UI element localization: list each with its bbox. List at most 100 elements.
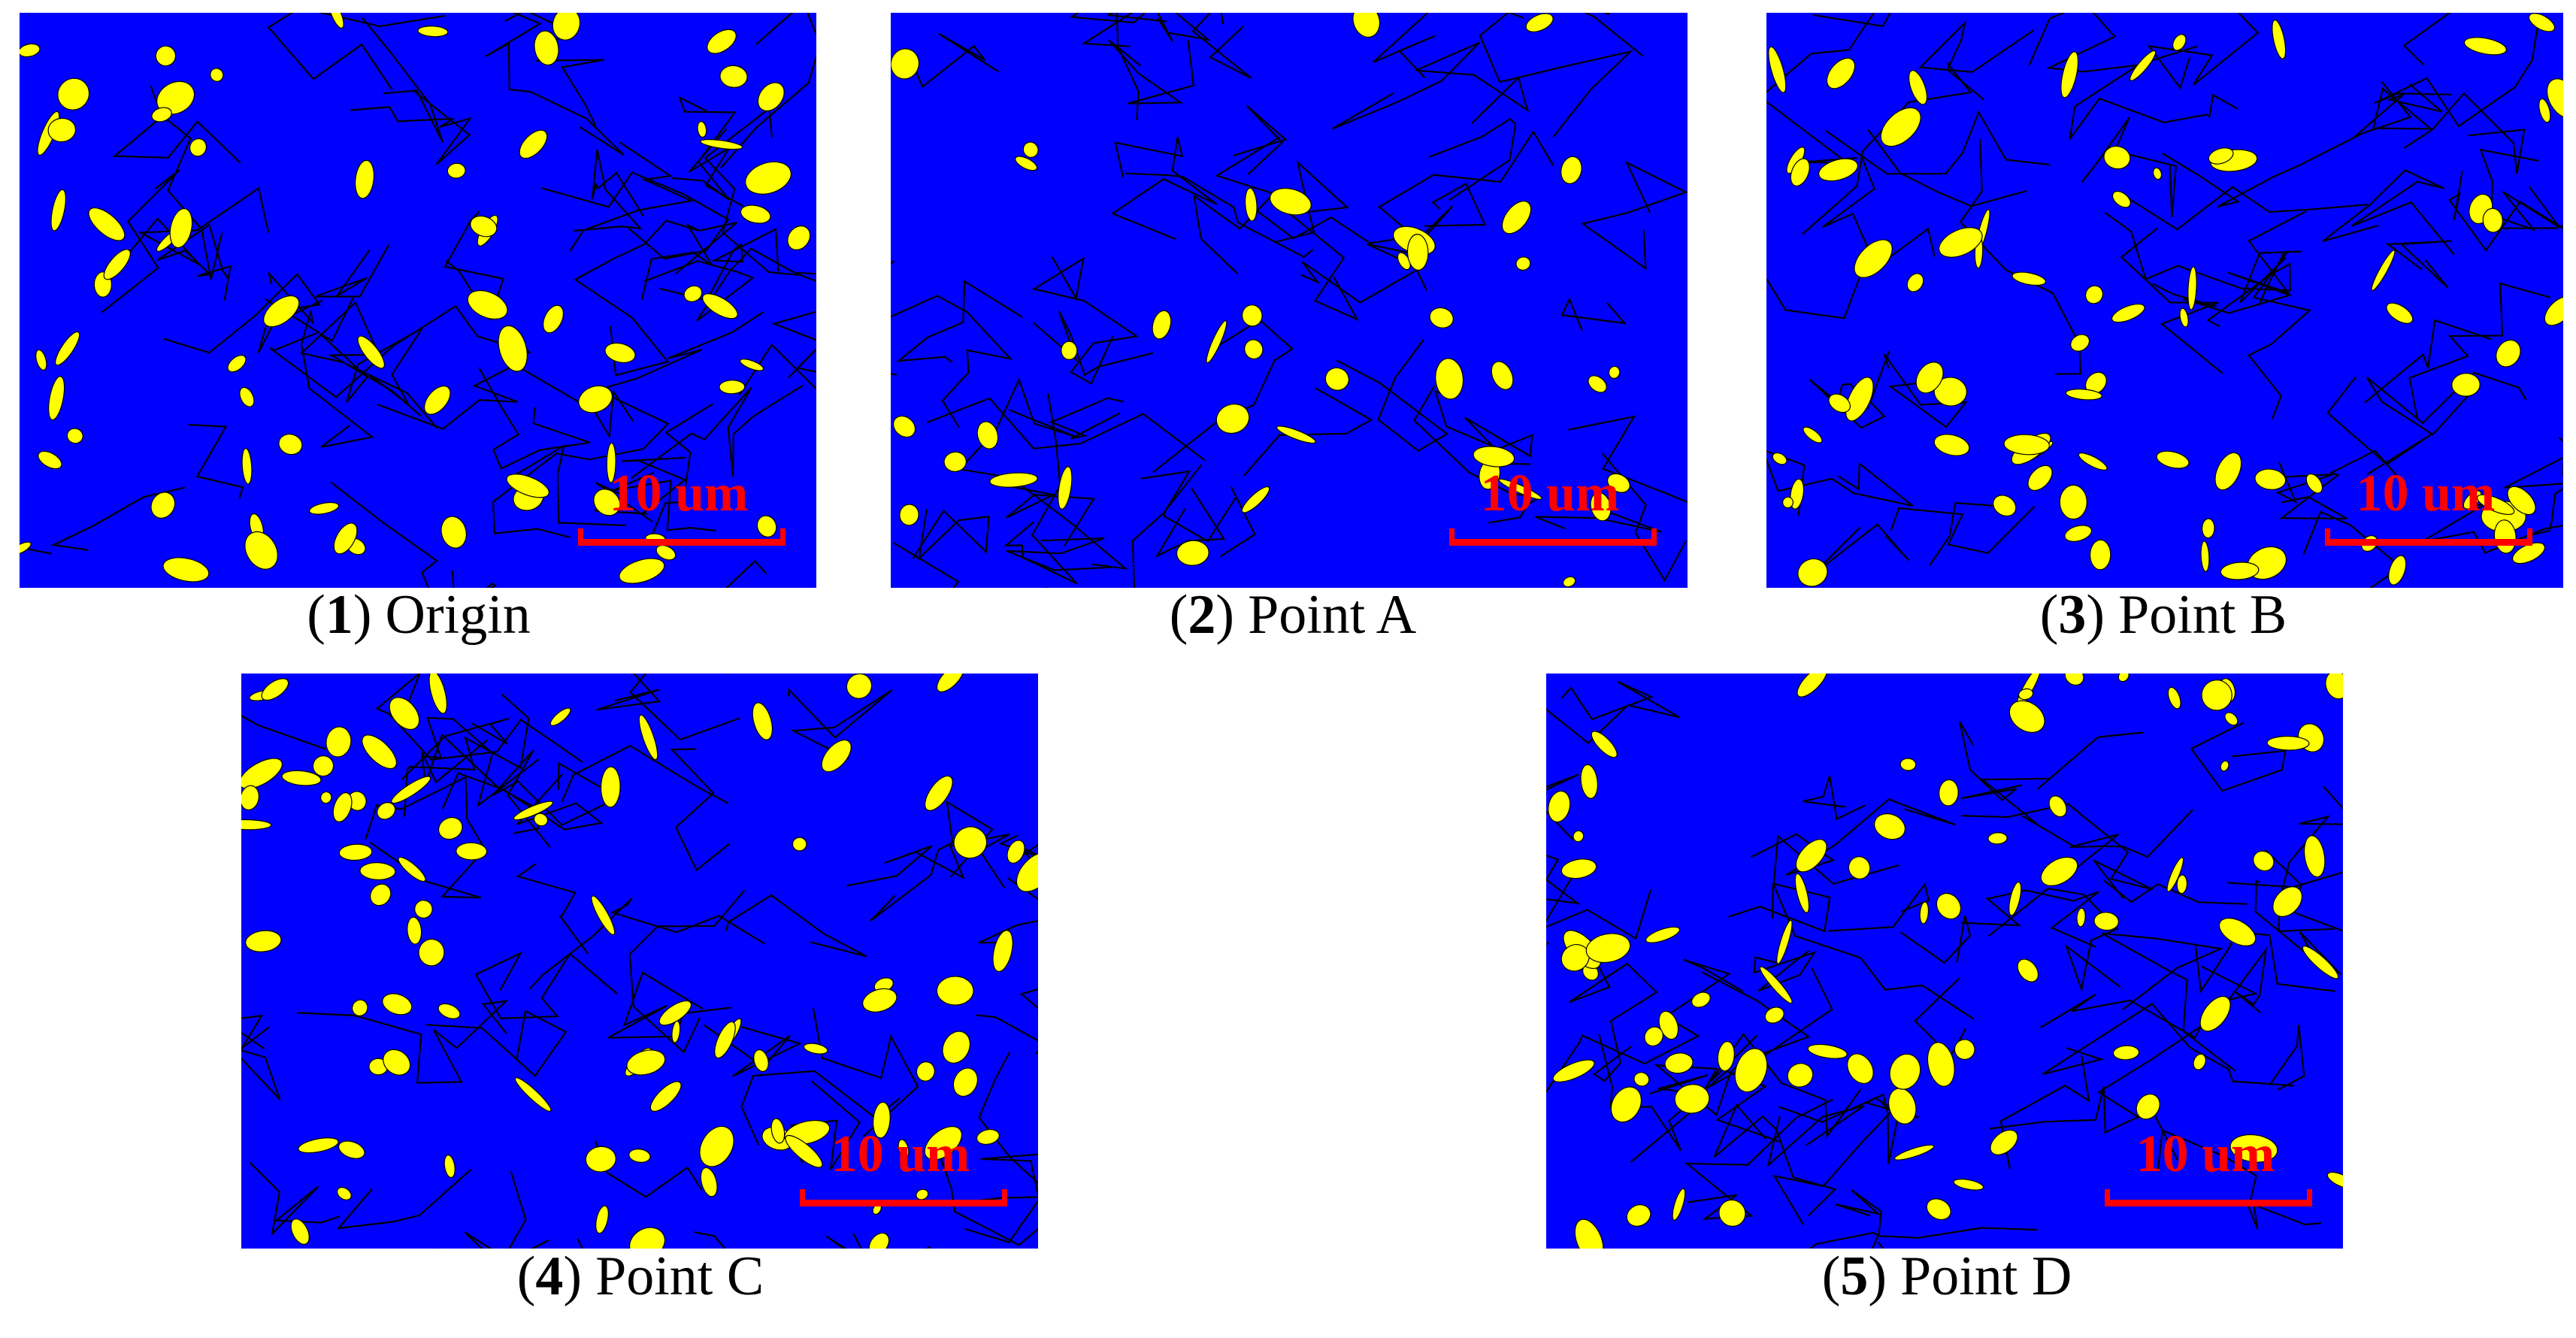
second-phase-particle — [48, 376, 65, 421]
second-phase-particle — [1854, 239, 1893, 278]
second-phase-particle — [1580, 764, 1598, 799]
second-phase-particle — [699, 1125, 734, 1167]
second-phase-particle — [2076, 907, 2086, 928]
matrix-phase — [1546, 674, 2343, 1249]
second-phase-particle — [1880, 107, 1921, 147]
second-phase-particle — [591, 895, 616, 936]
grain-boundary — [1116, 13, 1140, 121]
second-phase-particle — [2179, 307, 2189, 328]
second-phase-particle — [244, 531, 278, 570]
second-phase-particle — [359, 862, 396, 880]
second-phase-particle — [2193, 1053, 2206, 1070]
second-phase-particle — [1889, 1053, 1921, 1090]
grain-boundary — [1766, 13, 1875, 165]
second-phase-particle — [898, 1139, 910, 1159]
panel-caption: (1) Origin — [307, 584, 531, 646]
grain-boundary — [1771, 882, 1975, 1020]
grain-boundary — [2042, 1002, 2294, 1087]
second-phase-particle — [1633, 1072, 1650, 1087]
second-phase-particle — [1797, 674, 1828, 698]
second-phase-particle — [1498, 478, 1542, 500]
second-phase-particle — [352, 999, 368, 1017]
grain-boundary — [2157, 1129, 2322, 1230]
grain-boundary — [510, 443, 626, 527]
second-phase-particle — [899, 504, 919, 526]
grain-boundary — [299, 301, 438, 429]
second-phase-particle — [389, 697, 420, 730]
second-phase-particle — [925, 775, 953, 811]
caption-label: Point B — [2118, 584, 2287, 646]
second-phase-particle — [1674, 1084, 1710, 1114]
grain-boundary — [1835, 1189, 1884, 1249]
second-phase-particle — [437, 1003, 461, 1019]
second-phase-particle — [1938, 779, 1959, 807]
second-phase-particle — [2117, 674, 2130, 683]
caption-number: 3 — [2058, 584, 2086, 646]
second-phase-particle — [1847, 1053, 1874, 1084]
second-phase-particle — [542, 304, 565, 334]
second-phase-particle — [872, 1101, 891, 1139]
caption-label: Point C — [595, 1246, 764, 1307]
grain-boundary — [1810, 523, 1910, 577]
grain-boundary — [2239, 250, 2302, 306]
grain-boundary — [492, 395, 670, 538]
second-phase-particle — [437, 816, 463, 840]
second-phase-particle — [1176, 540, 1209, 566]
second-phase-particle — [803, 1043, 828, 1055]
grain-boundary — [659, 228, 779, 301]
second-phase-particle — [414, 900, 433, 919]
second-phase-particle — [619, 558, 665, 584]
second-phase-particle — [976, 1128, 1000, 1146]
micrograph-panel: 10 um — [20, 13, 816, 588]
second-phase-particle — [241, 758, 283, 789]
grain-boundary — [2060, 809, 2193, 881]
grain-boundary — [425, 1010, 568, 1077]
second-phase-particle — [513, 801, 553, 821]
second-phase-particle — [2130, 50, 2157, 81]
second-phase-particle — [2201, 518, 2215, 539]
second-phase-particle — [745, 161, 792, 195]
second-phase-particle — [604, 342, 636, 364]
second-phase-particle — [1933, 434, 1970, 456]
micrograph-panel: 10 um — [891, 13, 1688, 588]
second-phase-particle — [552, 13, 581, 41]
micrograph-panel: 10 um — [1766, 13, 2563, 588]
second-phase-particle — [1926, 1198, 1951, 1221]
second-phase-particle — [1797, 558, 1828, 587]
grain-boundary — [1003, 393, 1078, 585]
grain-boundary — [1684, 1098, 1833, 1220]
second-phase-particle — [1491, 361, 1514, 390]
scale-bar-label: 10 um — [1481, 465, 1620, 522]
second-phase-particle — [1794, 873, 1810, 913]
second-phase-particle — [2176, 874, 2188, 895]
second-phase-particle — [2111, 190, 2131, 208]
second-phase-particle — [1795, 839, 1827, 873]
grain-boundary — [516, 863, 589, 955]
second-phase-particle — [1562, 576, 1576, 588]
second-phase-particle — [1908, 70, 1928, 105]
grain-boundary — [484, 13, 625, 156]
second-phase-particle — [1717, 1040, 1735, 1072]
second-phase-particle — [88, 207, 126, 241]
grain-boundary — [846, 833, 1010, 889]
second-phase-particle — [1772, 452, 1787, 465]
second-phase-particle — [1893, 1144, 1935, 1161]
second-phase-particle — [325, 726, 352, 758]
second-phase-particle — [1608, 365, 1621, 379]
grain-boundary — [870, 800, 994, 922]
second-phase-particle — [407, 916, 422, 945]
grain-boundary — [1883, 353, 1968, 428]
second-phase-particle — [595, 1205, 609, 1234]
second-phase-particle — [942, 1031, 971, 1064]
panel-caption: (4) Point C — [517, 1246, 764, 1307]
second-phase-particle — [261, 678, 289, 701]
scale-bar-tick — [1651, 528, 1657, 546]
second-phase-particle — [585, 1146, 616, 1173]
second-phase-particle — [2201, 680, 2232, 711]
second-phase-particle — [1826, 57, 1856, 89]
second-phase-particle — [2167, 686, 2181, 710]
second-phase-particle — [1610, 1086, 1642, 1123]
second-phase-particle — [549, 707, 571, 726]
